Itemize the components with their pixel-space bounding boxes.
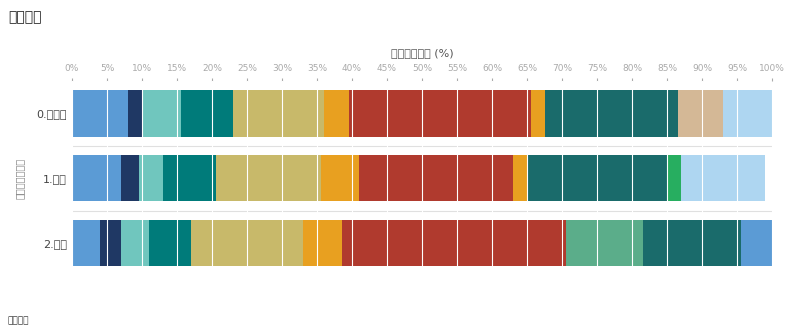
Text: 失注要因: 失注要因 [8, 10, 42, 24]
Bar [349, 90, 530, 136]
Bar [149, 220, 191, 266]
Bar [303, 220, 342, 266]
X-axis label: レコード件数 (%): レコード件数 (%) [390, 48, 454, 58]
Text: 失注要因: 失注要因 [8, 317, 30, 325]
Bar [191, 220, 303, 266]
Bar [321, 155, 359, 202]
Bar [667, 155, 681, 202]
Bar [359, 155, 513, 202]
Bar [527, 155, 667, 202]
Bar [72, 90, 128, 136]
Bar [741, 220, 772, 266]
Bar [72, 220, 100, 266]
Text: 受注日（年度）: 受注日（年度） [15, 158, 25, 199]
Bar [181, 90, 233, 136]
Bar [233, 90, 324, 136]
Bar [545, 90, 678, 136]
Bar [138, 155, 163, 202]
Bar [324, 90, 349, 136]
Bar [513, 155, 527, 202]
Bar [100, 220, 121, 266]
Bar [163, 155, 215, 202]
Bar [121, 220, 149, 266]
Bar [566, 220, 642, 266]
Bar [342, 220, 566, 266]
Bar [642, 220, 741, 266]
Bar [681, 155, 709, 202]
Bar [128, 90, 142, 136]
Bar [215, 155, 321, 202]
Bar [530, 90, 545, 136]
Bar [72, 155, 121, 202]
Bar [121, 155, 138, 202]
Bar [723, 90, 772, 136]
Bar [709, 155, 765, 202]
Bar [678, 90, 723, 136]
Bar [142, 90, 181, 136]
